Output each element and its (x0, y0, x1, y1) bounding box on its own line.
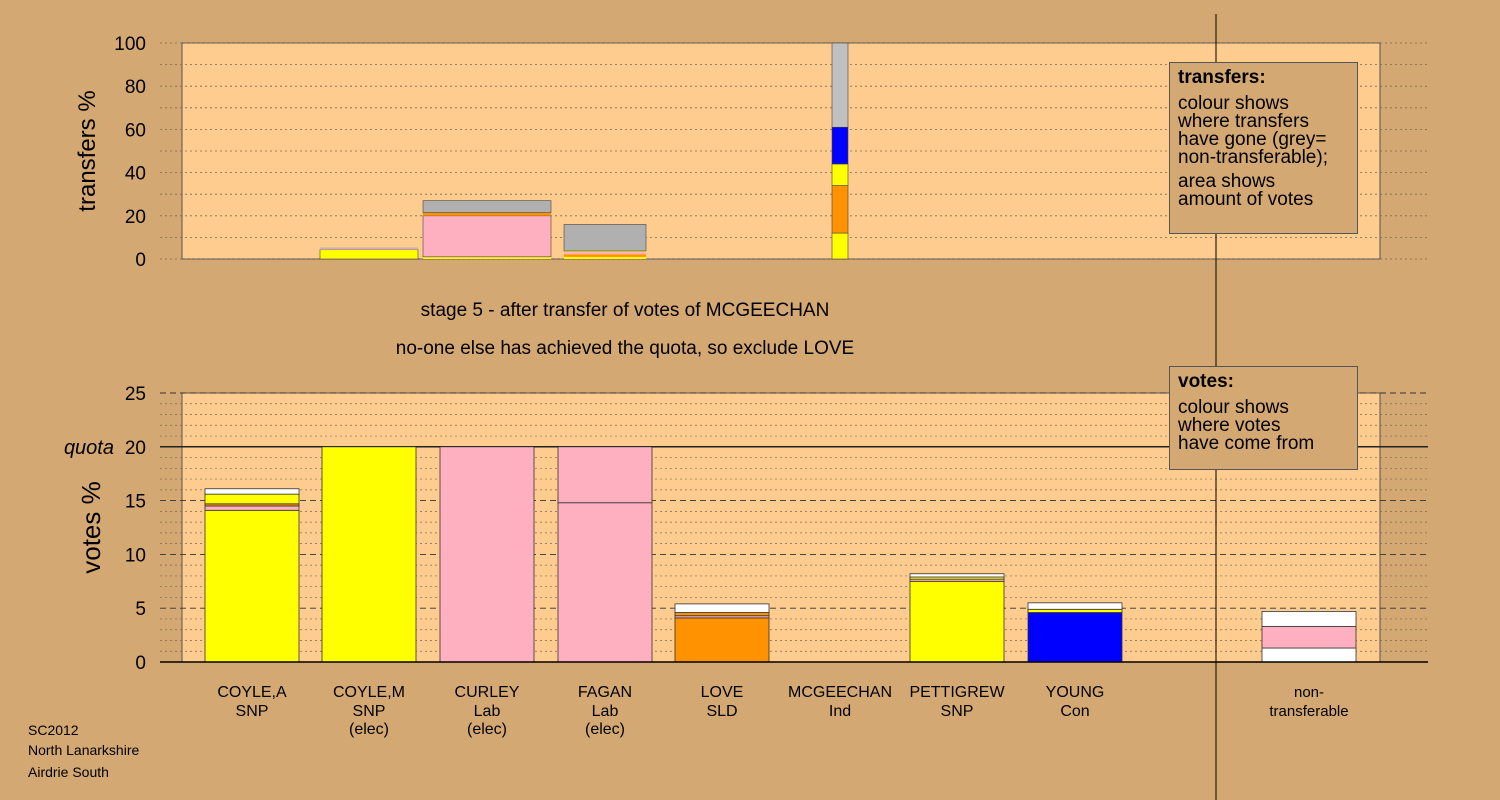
vote-bar-segment (674, 617, 770, 663)
votes-y-axis-label: votes % (76, 481, 106, 574)
votes-y-tick-label: 5 (135, 599, 146, 620)
quota-label: quota (64, 437, 114, 459)
vote-bar-segment (1261, 647, 1357, 663)
transfers-legend-line: colour shows (1178, 93, 1289, 114)
transfers-y-tick-label: 20 (125, 207, 146, 228)
transfer-bar-segment (423, 212, 551, 216)
transfer-bar-segment (564, 251, 646, 253)
transfers-legend-title: transfers: (1178, 67, 1266, 88)
votes-y-tick-label: 15 (125, 492, 146, 513)
votes-legend-line: have come from (1178, 433, 1315, 454)
votes-y-tick-label: 10 (125, 545, 146, 566)
caption-election: SC2012 (28, 722, 79, 738)
candidate-party-label: Lab (592, 703, 619, 720)
candidate-elected-label: (elec) (349, 721, 389, 738)
transfer-bar-segment (831, 185, 849, 234)
transfers-legend-line: where transfers (1178, 111, 1309, 132)
vote-bar-segment (1027, 608, 1123, 613)
caption-council: North Lanarkshire (28, 742, 140, 758)
transfer-bar-segment (564, 256, 646, 259)
candidate-party-label: Lab (474, 703, 501, 720)
transfers-y-tick-label: 40 (125, 164, 146, 185)
transfer-bar-segment (423, 256, 551, 259)
candidate-party-label: SLD (706, 703, 737, 720)
vote-bar-segment (674, 603, 770, 613)
candidate-name-label: non- (1294, 684, 1324, 701)
vote-bar-segment (1027, 602, 1123, 610)
votes-legend-line: where votes (1178, 415, 1281, 436)
vote-bar-segment (909, 580, 1005, 663)
candidate-name-label: CURLEY (455, 684, 520, 701)
candidate-elected-label: (elec) (467, 721, 507, 738)
votes-legend-title: votes: (1178, 371, 1234, 392)
candidate-name-label: YOUNG (1046, 684, 1105, 701)
candidate-name-label: LOVE (701, 684, 744, 701)
candidate-party-label: transferable (1269, 703, 1348, 720)
quota-value-label: 20 (125, 438, 146, 459)
transfers-y-tick-label: 80 (125, 77, 146, 98)
transfer-bar-segment (831, 163, 849, 186)
votes-y-tick-label: 0 (135, 653, 146, 674)
stage-title: stage 5 - after transfer of votes of MCG… (420, 300, 830, 321)
candidate-party-label: SNP (941, 703, 974, 720)
candidate-party-label: SNP (236, 703, 269, 720)
vote-bar-segment (557, 502, 653, 663)
vote-bar-segment (204, 493, 300, 505)
vote-bar-segment (204, 505, 300, 511)
votes-y-tick-label: 25 (125, 384, 146, 405)
votes-legend-line: colour shows (1178, 397, 1289, 418)
vote-bar-segment (204, 509, 300, 663)
vote-bar-segment (674, 612, 770, 617)
transfers-y-tick-label: 60 (125, 120, 146, 141)
transfers-legend-line: non-transferable); (1178, 147, 1328, 168)
transfer-bar-segment (564, 254, 646, 257)
candidate-party-label: SNP (353, 703, 386, 720)
transfer-bar-segment (320, 248, 418, 250)
candidate-party-label: Con (1060, 703, 1089, 720)
transfer-bar-segment (422, 215, 552, 258)
vote-bar-segment (1261, 611, 1357, 627)
transfer-bar-segment (319, 249, 419, 260)
transfer-bar-segment (831, 126, 849, 165)
candidate-elected-label: (elec) (585, 721, 625, 738)
vote-bar-segment (1261, 626, 1357, 649)
vote-bar-segment (909, 573, 1005, 578)
votes-legend: votes: colour shows where votes have com… (1169, 366, 1358, 470)
transfers-y-axis-label: transfers % (74, 90, 101, 211)
transfers-legend-line: area shows (1178, 171, 1276, 192)
candidate-party-label: Ind (829, 703, 851, 720)
transfer-bar-segment (831, 232, 849, 260)
vote-bar-segment (321, 446, 417, 663)
vote-bar-segment (557, 446, 653, 504)
transfer-bar-segment (422, 200, 552, 213)
transfers-legend: transfers: colour shows where transfers … (1169, 62, 1358, 234)
transfer-bar-segment (831, 42, 849, 128)
vote-bar-segment (204, 488, 300, 495)
candidate-name-label: COYLE,M (333, 684, 405, 701)
candidate-name-label: COYLE,A (217, 684, 287, 701)
transfer-bar-segment (564, 252, 646, 255)
caption-ward: Airdrie South (28, 764, 109, 780)
transfers-y-tick-label: 100 (114, 34, 146, 55)
vote-bar-segment (1027, 612, 1123, 663)
vote-bar-segment (439, 446, 535, 663)
transfer-bar-segment (563, 224, 647, 252)
transfers-legend-line: amount of votes (1178, 189, 1314, 210)
transfers-legend-line: have gone (grey= (1178, 129, 1327, 150)
candidate-name-label: FAGAN (578, 684, 632, 701)
candidate-name-label: MCGEECHAN (788, 684, 892, 701)
transfer-bar-segment (320, 247, 418, 249)
transfers-y-tick-label: 0 (135, 250, 146, 271)
candidate-name-label: PETTIGREW (909, 684, 1005, 701)
stage-action: no-one else has achieved the quota, so e… (395, 338, 855, 359)
